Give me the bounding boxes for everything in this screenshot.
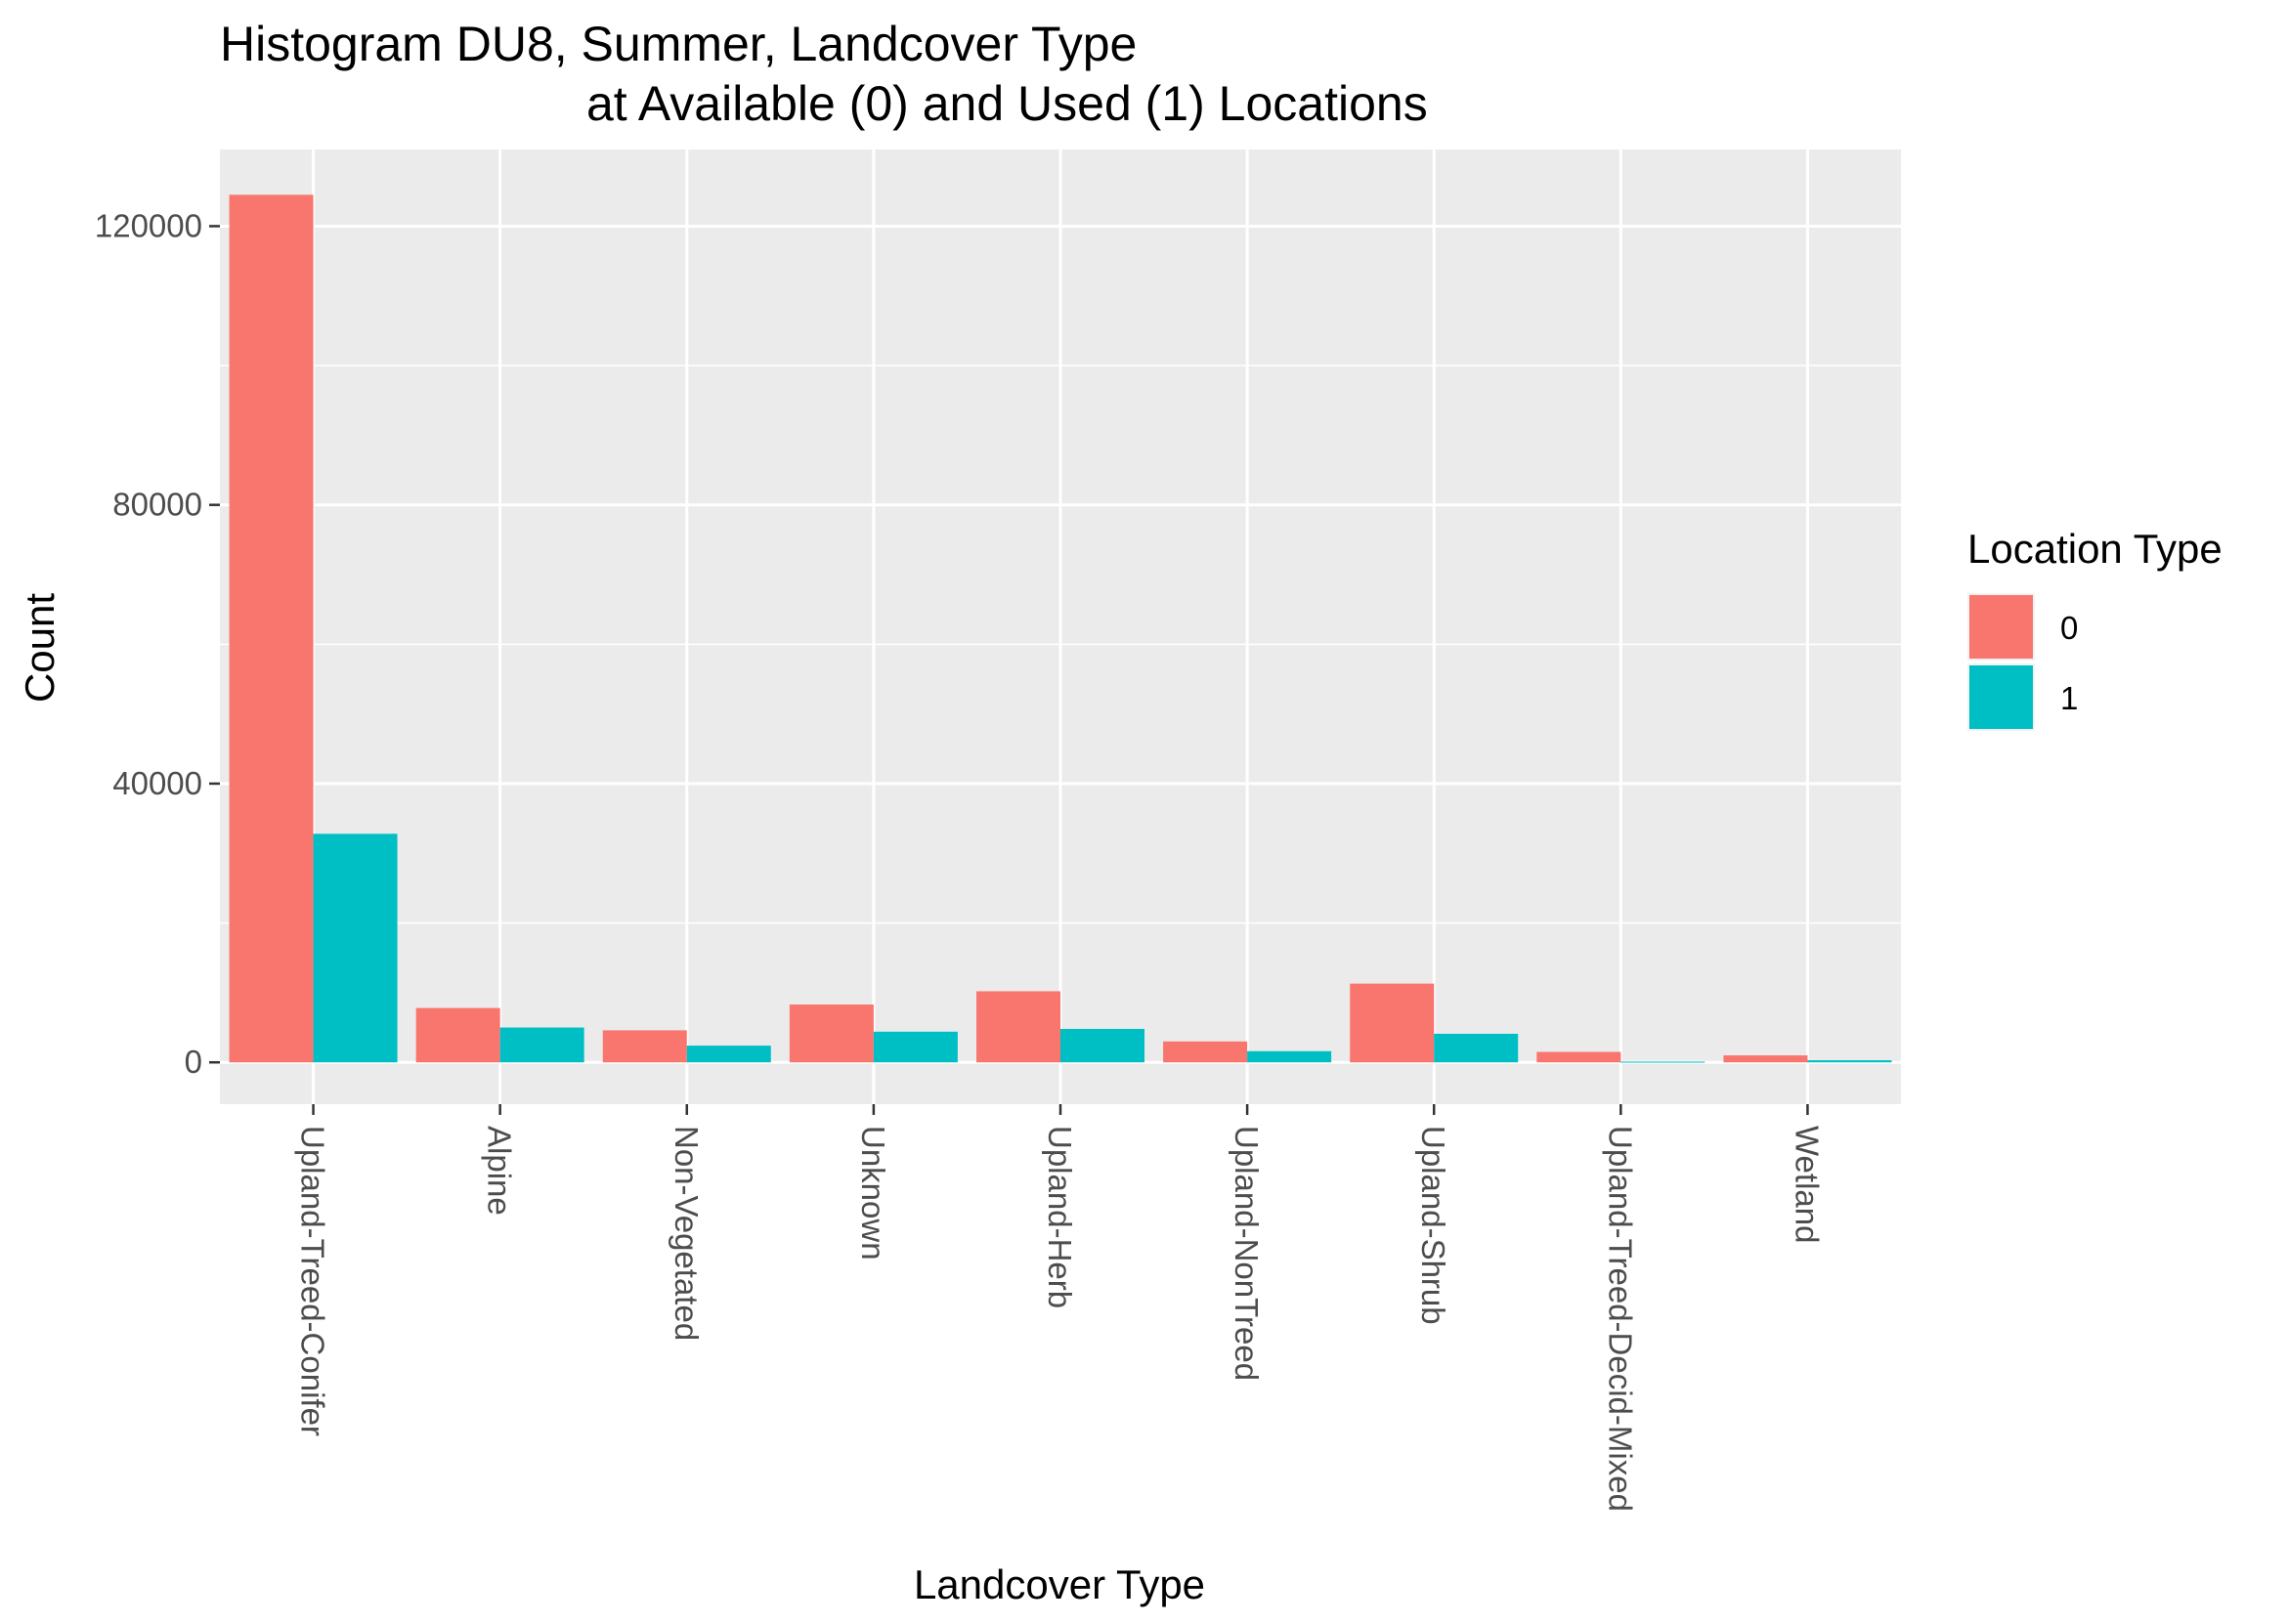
x-tick-label: Upland-Treed-Decid-Mixed	[1602, 1126, 1638, 1512]
bars	[229, 194, 1892, 1063]
x-axis: Upland-Treed-Conifer Alpine Non-Vegetated U…	[295, 1104, 1825, 1512]
bar-wetland-series-1	[1807, 1060, 1892, 1063]
legend-key-1	[1969, 665, 2033, 729]
legend-title: Location Type	[1967, 526, 2222, 572]
bar-non-vegetated-series-1	[686, 1046, 771, 1063]
legend-label-0: 0	[2060, 610, 2078, 646]
chart-title: Histogram DU8, Summer, Landcover Type	[220, 17, 1137, 71]
bar-unknown-series-0	[789, 1004, 874, 1063]
bar-upland-treed-decid-mixed-series-0	[1536, 1051, 1621, 1063]
bar-upland-treed-decid-mixed-series-1	[1620, 1061, 1705, 1063]
bar-upland-herb-series-0	[976, 991, 1060, 1063]
x-tick-label: Unknown	[855, 1126, 891, 1261]
x-axis-title: Landcover Type	[914, 1561, 1205, 1607]
bar-unknown-series-1	[873, 1031, 958, 1063]
bar-upland-shrub-series-1	[1434, 1033, 1519, 1063]
bar-upland-nontreed-series-0	[1163, 1041, 1248, 1063]
chart-subtitle: at Available (0) and Used (1) Locations	[586, 76, 1428, 131]
legend-key-0	[1969, 595, 2033, 659]
y-axis-title: Count	[17, 593, 63, 703]
bar-non-vegetated-series-0	[602, 1030, 687, 1063]
x-tick-label: Upland-Herb	[1042, 1126, 1078, 1308]
bar-upland-treed-conifer-series-1	[313, 833, 398, 1063]
bar-upland-herb-series-1	[1060, 1028, 1144, 1063]
bar-alpine-series-0	[415, 1007, 500, 1063]
bar-alpine-series-1	[499, 1027, 584, 1063]
legend-label-1: 1	[2060, 680, 2078, 716]
y-tick-label: 40000	[112, 765, 202, 801]
bar-upland-shrub-series-0	[1350, 983, 1435, 1063]
y-tick-label: 0	[185, 1044, 202, 1080]
bar-upland-treed-conifer-series-0	[229, 194, 314, 1063]
y-axis: 0 40000 80000 120000	[95, 207, 220, 1080]
y-tick-label: 80000	[112, 487, 202, 523]
bar-wetland-series-0	[1723, 1055, 1808, 1063]
x-tick-label: Upland-Shrub	[1415, 1126, 1451, 1325]
y-tick-label: 120000	[95, 207, 202, 243]
x-tick-label: Upland-Treed-Conifer	[295, 1126, 331, 1436]
x-tick-label: Upland-NonTreed	[1229, 1126, 1265, 1381]
x-tick-label: Wetland	[1789, 1126, 1825, 1243]
legend: Location Type 0 1	[1967, 526, 2222, 731]
x-tick-label: Non-Vegetated	[669, 1126, 705, 1341]
x-tick-label: Alpine	[482, 1126, 518, 1216]
bar-upland-nontreed-series-1	[1247, 1050, 1332, 1063]
